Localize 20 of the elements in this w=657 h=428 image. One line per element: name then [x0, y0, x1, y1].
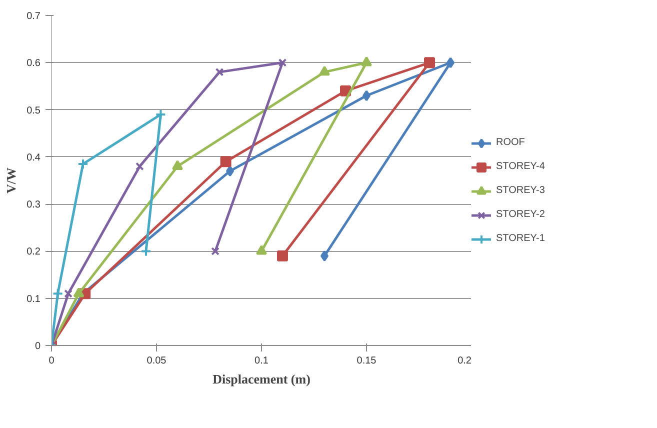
x-tick-label: 0.1 — [254, 356, 269, 366]
legend-label: ROOF — [496, 137, 525, 148]
x-tick-label: 0.15 — [356, 356, 377, 366]
y-tick-label: 0.6 — [26, 58, 41, 70]
y-tick-label: 0.5 — [26, 105, 41, 116]
legend-label: STOREY-3 — [496, 185, 545, 196]
legend-label: STOREY-4 — [496, 161, 545, 172]
legend-label: STOREY-1 — [496, 233, 545, 244]
x-tick-label: 0.2 — [458, 356, 472, 366]
y-tick-label: 0.7 — [26, 11, 41, 22]
x-tick-label: 0 — [48, 356, 55, 366]
y-tick-label: 0.2 — [26, 246, 41, 258]
y-tick-label: 0.4 — [26, 152, 41, 164]
y-axis-title: V/W — [4, 168, 19, 194]
y-tick-label: 0 — [34, 341, 41, 352]
x-axis-title: Displacement (m) — [212, 372, 310, 386]
legend-label: STOREY-2 — [496, 209, 545, 220]
y-tick-label: 0.1 — [26, 294, 41, 305]
y-tick-label: 0.3 — [26, 200, 41, 211]
x-tick-label: 0.05 — [146, 356, 167, 366]
